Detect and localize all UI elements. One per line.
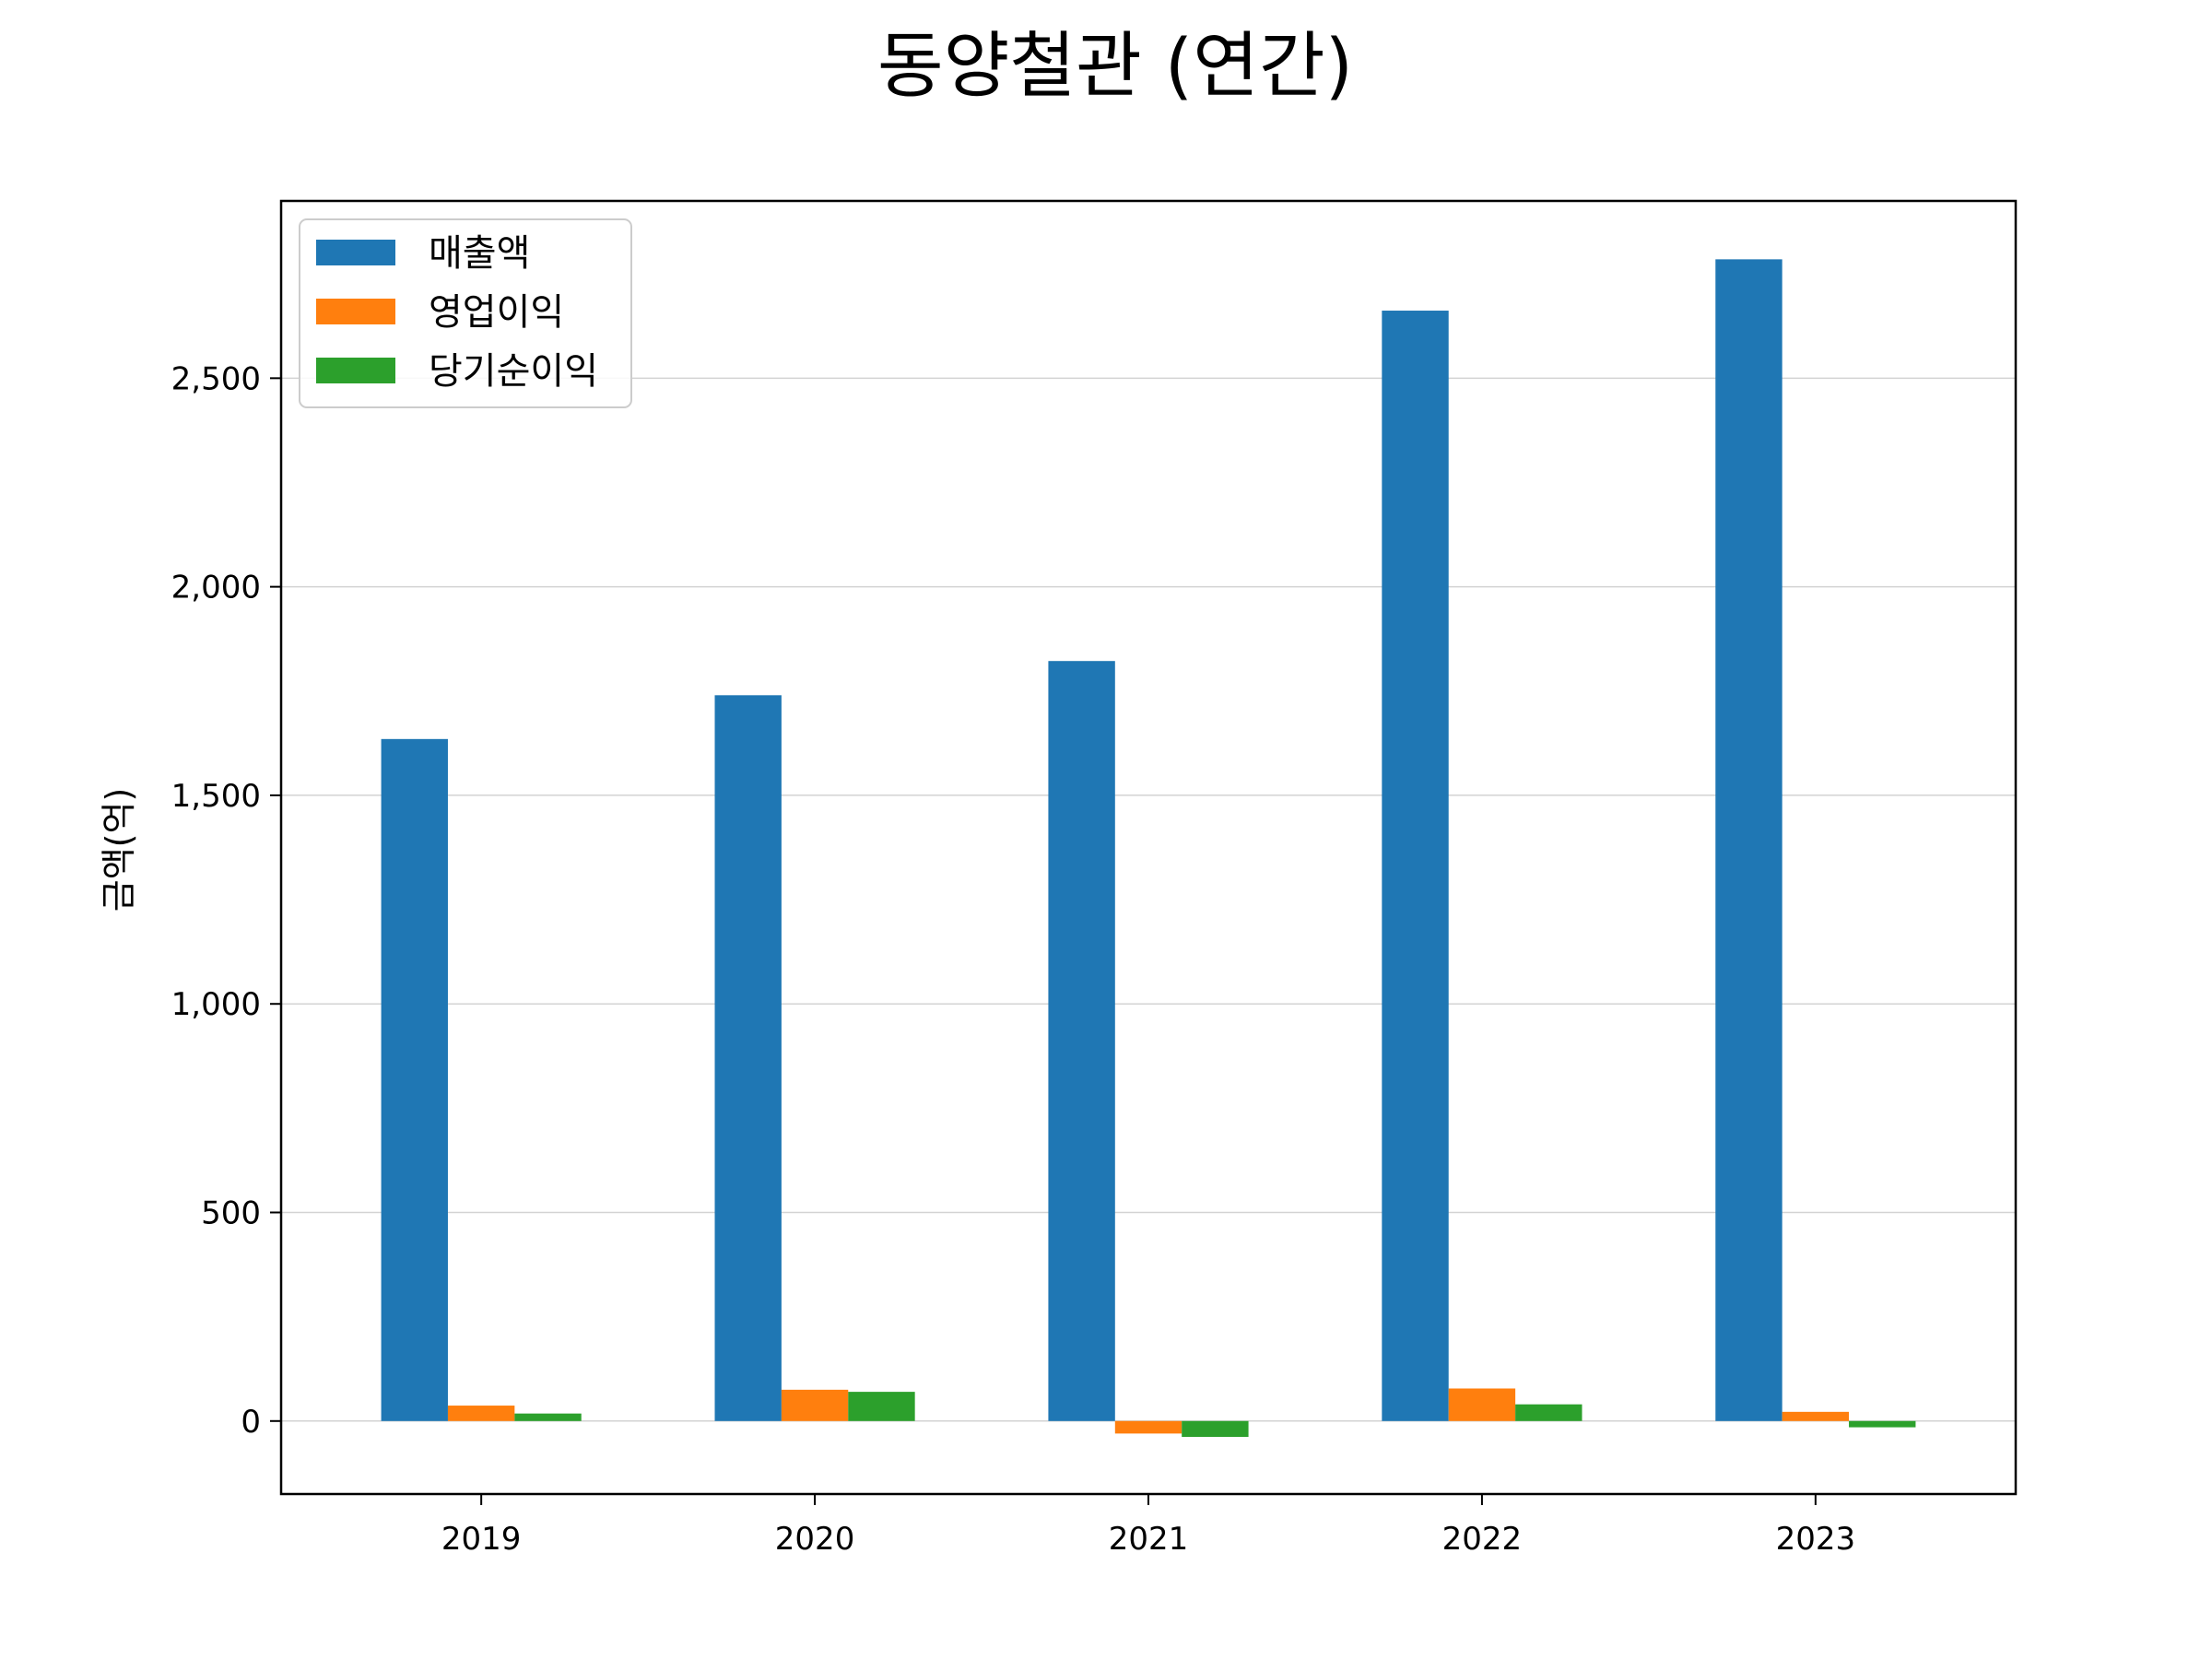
bar: [514, 1413, 582, 1421]
bar: [1515, 1404, 1583, 1421]
legend-label: 영업이익: [429, 291, 564, 334]
bar: [848, 1392, 915, 1421]
y-tick-label: 2,500: [171, 360, 261, 397]
legend-swatch: [316, 299, 395, 324]
bar: [381, 738, 448, 1421]
y-tick-label: 1,500: [171, 778, 261, 815]
y-tick-label: 500: [201, 1195, 261, 1232]
bar: [1448, 1388, 1516, 1421]
bar: [1048, 661, 1115, 1421]
y-tick-label: 2,000: [171, 570, 261, 606]
bar: [1114, 1420, 1182, 1434]
x-tick-label: 2022: [1442, 1521, 1523, 1558]
legend-swatch: [316, 240, 395, 265]
x-tick-label: 2023: [1776, 1521, 1856, 1558]
y-axis-label: 금액(억): [99, 788, 139, 912]
chart-title: 동양철관 (연간): [877, 25, 1353, 108]
y-axis-ticks: 0 500 1,000 1,500 2,000 2,500: [171, 360, 281, 1441]
bar: [1782, 1411, 1850, 1421]
x-tick-label: 2019: [441, 1521, 522, 1558]
bar: [1182, 1420, 1249, 1437]
legend-label: 당기순이익: [429, 350, 598, 393]
bar: [781, 1389, 849, 1421]
x-axis-ticks: 2019 2020 2021 2022 2023: [441, 1494, 1855, 1558]
bar: [1382, 311, 1449, 1421]
y-tick-label: 1,000: [171, 986, 261, 1023]
y-tick-label: 0: [241, 1404, 261, 1441]
legend-label: 매출액: [429, 232, 530, 275]
bar: [714, 695, 782, 1421]
bar: [1715, 259, 1783, 1421]
legend-swatch: [316, 358, 395, 383]
bar: [1849, 1420, 1916, 1428]
bars: [381, 259, 1916, 1437]
bar: [447, 1406, 515, 1421]
x-tick-label: 2021: [1109, 1521, 1189, 1558]
x-tick-label: 2020: [775, 1521, 855, 1558]
